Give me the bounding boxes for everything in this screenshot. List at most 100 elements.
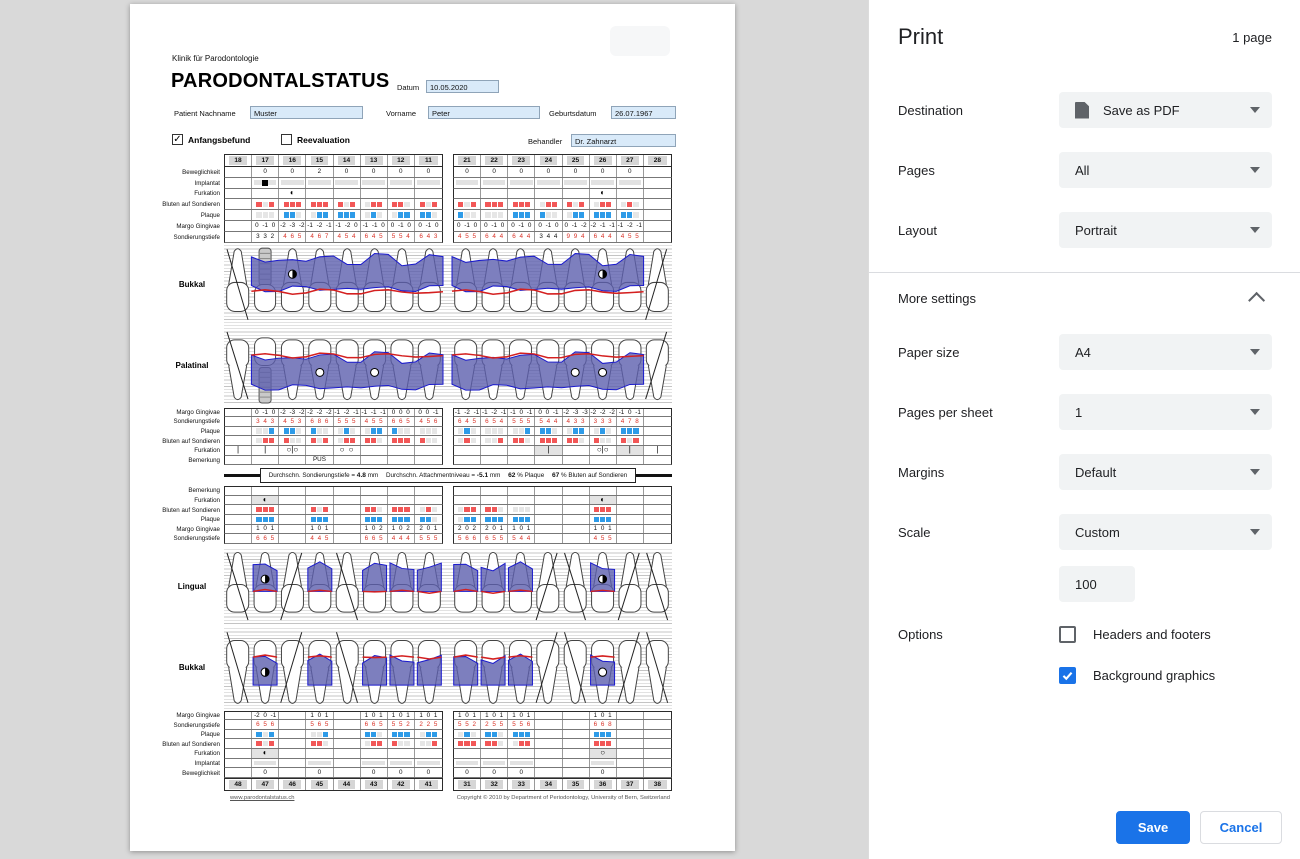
grid-cell: -1 -2 -1 (454, 408, 482, 417)
scale-select[interactable]: Custom (1059, 514, 1272, 550)
paper-size-select[interactable]: A4 (1059, 334, 1272, 370)
tooth-number: 37 (617, 778, 644, 790)
grid-cell: 4 5 3 (279, 417, 307, 426)
grid-cell (563, 534, 590, 543)
grid-cell (617, 487, 644, 495)
grid-cell (388, 495, 415, 505)
grid-cell (225, 720, 253, 729)
layout-select[interactable]: Portrait (1059, 212, 1272, 248)
grid-cell: -1 0 -1 (508, 408, 536, 417)
grid-cell (225, 177, 253, 188)
grid-cell: | (535, 445, 563, 455)
grid-cell: -2 -3 -2 (280, 408, 307, 417)
grid-cell (563, 739, 590, 749)
grid-cell (252, 487, 280, 495)
grid-cell: -1 -2 -1 (334, 408, 361, 417)
grid-cell (644, 739, 671, 748)
grid-cell: 0 0 -1 (535, 408, 563, 417)
grid-cell: 6 6 5 (361, 534, 388, 543)
pages-select[interactable]: All (1059, 152, 1272, 188)
grid-cell (334, 720, 361, 729)
grid-row-label: Plaque (200, 516, 220, 524)
grid-cell (225, 426, 253, 436)
grid-cell (644, 189, 671, 199)
arch-label: Bukkal (178, 662, 206, 672)
headers-footers-option[interactable]: Headers and footers (1059, 626, 1215, 643)
print-preview-area[interactable]: Klinik für Parodontologie PARODONTALSTAT… (0, 0, 868, 859)
background-graphics-option[interactable]: Background graphics (1059, 667, 1215, 684)
more-settings-toggle[interactable]: More settings (898, 291, 1272, 309)
grid-cell (361, 188, 388, 199)
grid-cell (563, 495, 590, 505)
grid-cell (388, 426, 415, 436)
grid-row-label (160, 778, 224, 791)
grid-cell (508, 436, 536, 445)
grid-cell: 2 0 2 (454, 524, 482, 534)
behandler-field: Dr. Zahnarzt (571, 134, 676, 147)
grid-cell (563, 711, 590, 720)
grid-cell (225, 436, 253, 445)
tooth-number: 36 (590, 778, 617, 790)
grid-cell (225, 417, 253, 426)
tooth-number: 16 (279, 155, 307, 166)
destination-select[interactable]: Save as PDF (1059, 92, 1272, 128)
grid-cell (481, 729, 509, 739)
pages-per-sheet-select[interactable]: 1 (1059, 394, 1272, 430)
save-button[interactable]: Save (1116, 811, 1190, 844)
grid-cell (644, 417, 671, 426)
grid-cell (644, 720, 671, 729)
grid-cell: 5 6 5 (306, 720, 334, 729)
margins-select[interactable]: Default (1059, 454, 1272, 490)
checkbox-checked-icon[interactable] (1059, 667, 1076, 684)
tooth-number: 11 (415, 155, 442, 166)
grid-cell (225, 524, 253, 534)
grid-cell (481, 426, 509, 436)
grid-cell (617, 729, 644, 739)
grid-cell: 0 (306, 768, 334, 777)
tooth-number: 32 (481, 778, 509, 790)
grid-cell: 4 5 6 (419, 417, 438, 425)
nachname-field: Muster (250, 106, 363, 119)
grid-cell (481, 188, 509, 199)
cancel-button[interactable]: Cancel (1200, 811, 1282, 844)
grid-cell: 3 4 3 (252, 417, 280, 426)
grid-cell (563, 199, 590, 210)
grid-cell: | (225, 445, 253, 455)
grid-cell (563, 177, 590, 188)
grid-cell (644, 759, 671, 768)
tooth-number: 46 (279, 778, 307, 790)
grid-cell (590, 426, 617, 436)
grid-cell (334, 758, 361, 768)
grid-row-label: Margo Gingivae (176, 222, 220, 230)
tooth-number: 21 (454, 155, 482, 166)
grid-cell: 5 4 4 (508, 534, 536, 543)
grid-cell (617, 199, 644, 210)
grid-cell: 0 (426, 769, 431, 777)
grid-cell (535, 210, 563, 220)
checkbox-unchecked-icon[interactable] (1059, 626, 1076, 643)
pdf-file-icon (1075, 101, 1089, 119)
grid-cell: | (616, 445, 644, 455)
grid-cell (415, 515, 442, 524)
scale-custom-input[interactable] (1059, 566, 1135, 602)
grid-cell: 4 5 5 (361, 417, 388, 426)
grid-cell (334, 188, 361, 199)
grid-cell (279, 524, 307, 534)
grid-cell (388, 514, 415, 524)
grid-cell (481, 445, 509, 455)
tooth-number: 47 (252, 778, 280, 790)
grid-cell (279, 199, 307, 210)
grid-cell (644, 221, 671, 231)
chevron-down-icon (1250, 349, 1260, 355)
tooth-number: 26 (590, 155, 617, 166)
teeth-illustration (224, 546, 672, 626)
grid-cell: 2 0 1 (419, 525, 438, 533)
grid-cell: 1 0 1 (388, 711, 415, 720)
grid-cell: 0 -1 0 (252, 220, 280, 231)
chevron-up-icon (1248, 291, 1266, 309)
arch-label: Bukkal (178, 279, 206, 289)
grid-cell (415, 189, 442, 199)
summary-bar: Durchschn. Sondierungstiefe = 4.8 mm Dur… (224, 468, 672, 484)
grid-cell (334, 711, 361, 720)
